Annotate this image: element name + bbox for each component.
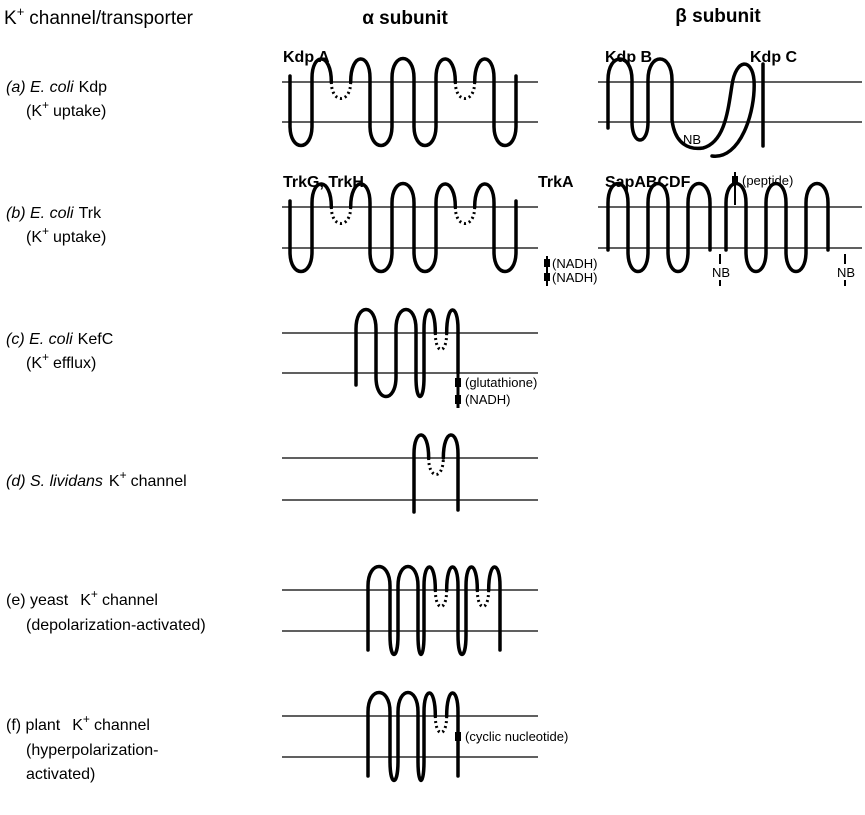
nadh-marker — [544, 259, 550, 267]
row-label: (K+ uptake) — [26, 224, 106, 246]
row-label: (e) yeast K+ channel — [6, 587, 158, 609]
label-sup: + — [83, 712, 90, 726]
label-sup: + — [42, 224, 49, 238]
label-part: KefC — [78, 331, 114, 348]
protein-label: SapABCDF — [605, 174, 691, 191]
label-sup: + — [91, 587, 98, 601]
row-label: (f) plant K+ channel — [6, 712, 150, 734]
diagram: K+channel/transporter α subunit β subuni… — [0, 0, 865, 815]
annotation: (cyclic nucleotide) — [465, 729, 568, 744]
row-label: (hyperpolarization- — [26, 742, 159, 759]
annotation: NB — [683, 132, 701, 147]
beta-header: β subunit — [675, 6, 761, 27]
kdp-a-pore — [331, 82, 474, 99]
label-part: channel — [131, 473, 187, 490]
annotation: (NADH) — [552, 270, 598, 285]
annotation: (NADH) — [552, 256, 598, 271]
label-part: (K — [26, 103, 42, 120]
label-part: uptake) — [53, 103, 106, 120]
label-part: Kdp — [79, 79, 108, 96]
header-sup: + — [17, 4, 25, 19]
sap-a — [608, 184, 710, 272]
protein-label: Kdp B — [605, 49, 652, 66]
plant — [368, 693, 458, 781]
proteins — [290, 59, 845, 781]
label-part: K — [109, 473, 120, 490]
header-text: K — [4, 8, 17, 29]
annotation: NB — [712, 265, 730, 280]
label-part: (b) E. coli — [6, 205, 74, 222]
label-sup: + — [120, 468, 127, 482]
label-part: channel — [94, 717, 150, 734]
label-part: (c) E. coli — [6, 331, 73, 348]
label-part: (f) plant — [6, 717, 61, 734]
row-label: (d) S. lividans K+ channel — [6, 468, 187, 490]
kdp-a — [290, 59, 516, 146]
label-part: uptake) — [53, 229, 106, 246]
row-label: (b) E. coli Trk — [6, 205, 102, 222]
annotation: NB — [837, 265, 855, 280]
row-label: (c) E. coli KefC — [6, 331, 113, 348]
row-label: (K+ uptake) — [26, 98, 106, 120]
label-part: K — [80, 592, 91, 609]
label-part: (K — [26, 229, 42, 246]
protein-label: TrkA — [538, 174, 574, 191]
label-part: Trk — [79, 205, 103, 222]
annotation: (glutathione) — [465, 375, 537, 390]
label-part: (e) yeast — [6, 592, 69, 609]
header-text: channel/transporter — [29, 8, 193, 29]
yeast — [368, 567, 500, 655]
protein-label: Kdp A — [283, 49, 330, 66]
row-label: (K+ efflux) — [26, 350, 96, 372]
label-part: (d) S. lividans — [6, 473, 103, 490]
protein-label: Kdp C — [750, 49, 798, 66]
kdp-b — [608, 59, 754, 156]
trk-gh-pore — [331, 207, 474, 224]
label-part: K — [72, 717, 83, 734]
page: {"header": {"col1": ["K", "+", "channel/… — [0, 0, 865, 815]
label-part: channel — [102, 592, 158, 609]
trk-gh — [290, 184, 516, 272]
label-part: efflux) — [53, 355, 96, 372]
slividans-pore — [429, 458, 444, 475]
annotation: (peptide) — [742, 173, 793, 188]
row-label: activated) — [26, 766, 95, 783]
label-part: (K — [26, 355, 42, 372]
annotation: (NADH) — [465, 392, 511, 407]
glutathione-marker — [455, 378, 461, 387]
kefc-pore — [435, 333, 446, 350]
protein-label: TrkG, TrkH — [283, 174, 364, 191]
nadh-marker — [455, 395, 461, 404]
alpha-header: α subunit — [362, 8, 448, 29]
plant-pore — [435, 716, 446, 733]
nadh-marker — [544, 273, 550, 281]
label-sup: + — [42, 350, 49, 364]
header: K+ channel/transporter — [4, 4, 194, 29]
label-sup: + — [42, 98, 49, 112]
row-label: (a) E. coli Kdp — [6, 79, 107, 96]
kefc — [356, 310, 458, 397]
label-part: (a) E. coli — [6, 79, 74, 96]
sap-b — [726, 184, 828, 272]
row-label: (depolarization-activated) — [26, 617, 206, 634]
yeast-pore — [435, 590, 488, 607]
